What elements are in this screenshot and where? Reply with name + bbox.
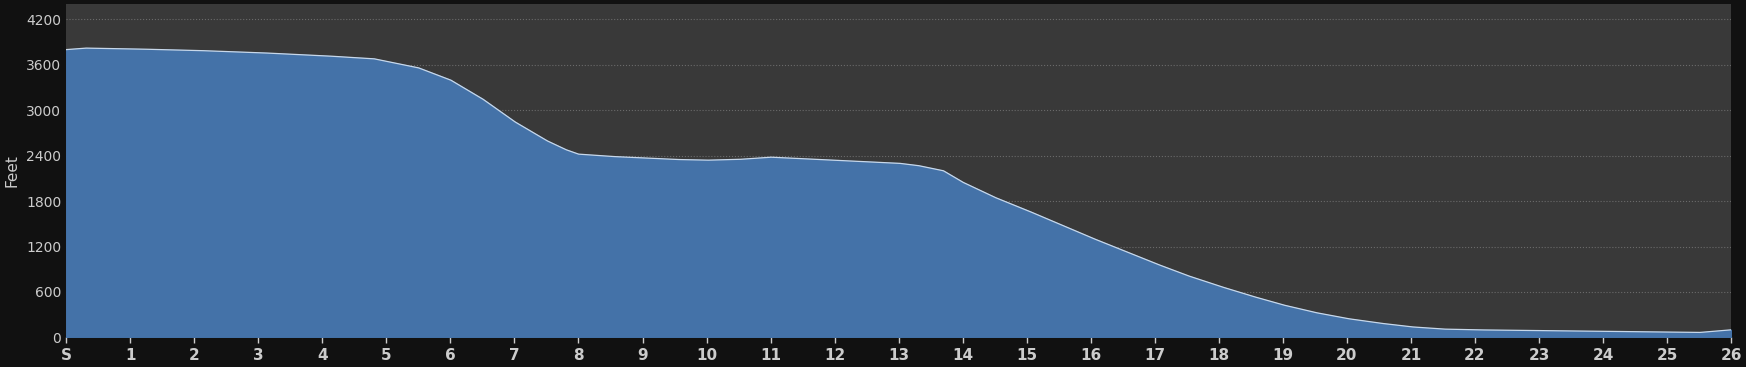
Y-axis label: Feet: Feet: [3, 155, 19, 187]
